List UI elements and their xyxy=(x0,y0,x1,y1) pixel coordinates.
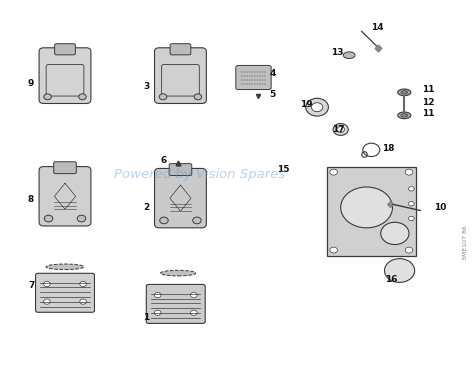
Text: Powered by Vision Spares: Powered by Vision Spares xyxy=(114,168,285,181)
Circle shape xyxy=(330,169,337,175)
Circle shape xyxy=(409,187,414,191)
Circle shape xyxy=(330,247,337,253)
Text: 8: 8 xyxy=(28,196,34,205)
Circle shape xyxy=(381,222,409,245)
Text: 3: 3 xyxy=(144,82,150,91)
Text: 5: 5 xyxy=(269,91,275,99)
Circle shape xyxy=(155,292,161,298)
FancyBboxPatch shape xyxy=(170,44,191,55)
Text: 12: 12 xyxy=(421,98,434,107)
Text: 19: 19 xyxy=(301,100,313,109)
Circle shape xyxy=(79,94,86,100)
Circle shape xyxy=(155,310,161,315)
Text: 18: 18 xyxy=(382,144,394,153)
FancyBboxPatch shape xyxy=(54,162,76,174)
Text: 16: 16 xyxy=(385,275,398,283)
FancyBboxPatch shape xyxy=(39,48,91,104)
Circle shape xyxy=(405,247,413,253)
Circle shape xyxy=(160,217,168,224)
Circle shape xyxy=(384,259,415,282)
Text: 10: 10 xyxy=(434,203,447,212)
Circle shape xyxy=(306,98,328,116)
Circle shape xyxy=(194,94,201,100)
Circle shape xyxy=(77,215,86,222)
FancyBboxPatch shape xyxy=(39,166,91,226)
Text: 17: 17 xyxy=(332,125,345,134)
Circle shape xyxy=(333,123,348,135)
Text: 15: 15 xyxy=(277,165,290,174)
FancyBboxPatch shape xyxy=(327,166,416,256)
Circle shape xyxy=(405,169,413,175)
FancyBboxPatch shape xyxy=(169,163,192,175)
Ellipse shape xyxy=(401,91,408,94)
Circle shape xyxy=(44,299,50,304)
Text: 6: 6 xyxy=(161,156,167,165)
Text: 3ME107 86: 3ME107 86 xyxy=(463,225,468,260)
Circle shape xyxy=(44,281,50,286)
Circle shape xyxy=(80,299,86,304)
Text: 7: 7 xyxy=(28,281,34,290)
Text: 11: 11 xyxy=(421,85,434,94)
Ellipse shape xyxy=(398,89,411,96)
Circle shape xyxy=(311,103,323,112)
Text: 11: 11 xyxy=(421,109,434,118)
Text: 13: 13 xyxy=(331,48,343,57)
Ellipse shape xyxy=(46,264,84,270)
Circle shape xyxy=(193,217,201,224)
Circle shape xyxy=(341,187,392,228)
FancyBboxPatch shape xyxy=(155,168,206,228)
Ellipse shape xyxy=(343,52,355,59)
FancyBboxPatch shape xyxy=(155,48,206,104)
FancyBboxPatch shape xyxy=(146,285,205,324)
FancyBboxPatch shape xyxy=(36,273,94,312)
Text: 14: 14 xyxy=(371,23,384,32)
Text: 2: 2 xyxy=(144,203,150,212)
FancyBboxPatch shape xyxy=(55,44,75,55)
Ellipse shape xyxy=(398,112,411,119)
Circle shape xyxy=(44,215,53,222)
Circle shape xyxy=(80,281,86,286)
Text: 4: 4 xyxy=(269,69,275,78)
Ellipse shape xyxy=(401,114,408,117)
Ellipse shape xyxy=(160,270,196,276)
Circle shape xyxy=(337,126,345,132)
Text: 1: 1 xyxy=(144,313,150,322)
Circle shape xyxy=(191,292,197,298)
Circle shape xyxy=(191,310,197,315)
Circle shape xyxy=(44,94,51,100)
Circle shape xyxy=(159,94,167,100)
Circle shape xyxy=(409,216,414,221)
Circle shape xyxy=(409,202,414,206)
FancyBboxPatch shape xyxy=(236,65,271,89)
Text: 9: 9 xyxy=(28,79,34,88)
